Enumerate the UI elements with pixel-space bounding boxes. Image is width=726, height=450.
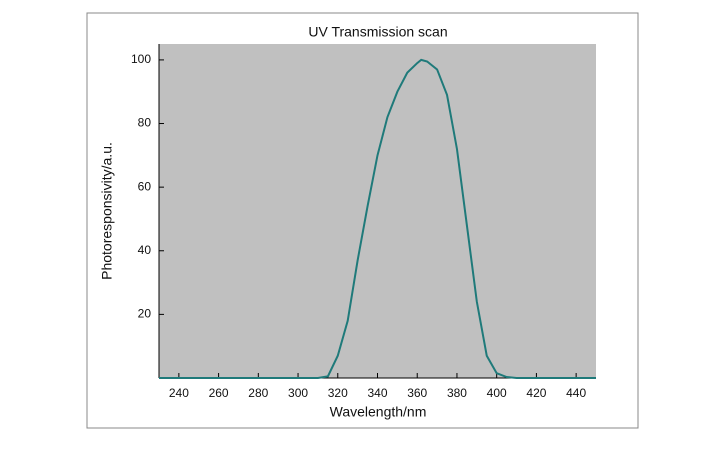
x-tick-label: 300 [288, 386, 308, 400]
x-tick-label: 400 [487, 386, 507, 400]
y-tick-label: 60 [138, 179, 152, 193]
y-tick-label: 100 [131, 52, 151, 66]
x-axis-label: Wavelength/nm [330, 404, 427, 420]
y-axis-label: Photoresponsivity/a.u. [99, 142, 115, 280]
chart-title: UV Transmission scan [308, 24, 447, 40]
x-tick-label: 380 [447, 386, 467, 400]
data-line [159, 58, 596, 379]
y-tick-label: 20 [138, 307, 152, 321]
x-tick-label: 260 [209, 386, 229, 400]
x-tick-label: 440 [566, 386, 586, 400]
x-tick-label: 280 [248, 386, 268, 400]
x-tick-label: 240 [169, 386, 189, 400]
x-tick-label: 320 [328, 386, 348, 400]
y-tick-label: 80 [138, 116, 152, 130]
y-tick-label: 40 [138, 243, 152, 257]
x-tick-label: 340 [367, 386, 387, 400]
x-tick-label: 360 [407, 386, 427, 400]
x-tick-label: 420 [526, 386, 546, 400]
plot-area [159, 44, 596, 378]
